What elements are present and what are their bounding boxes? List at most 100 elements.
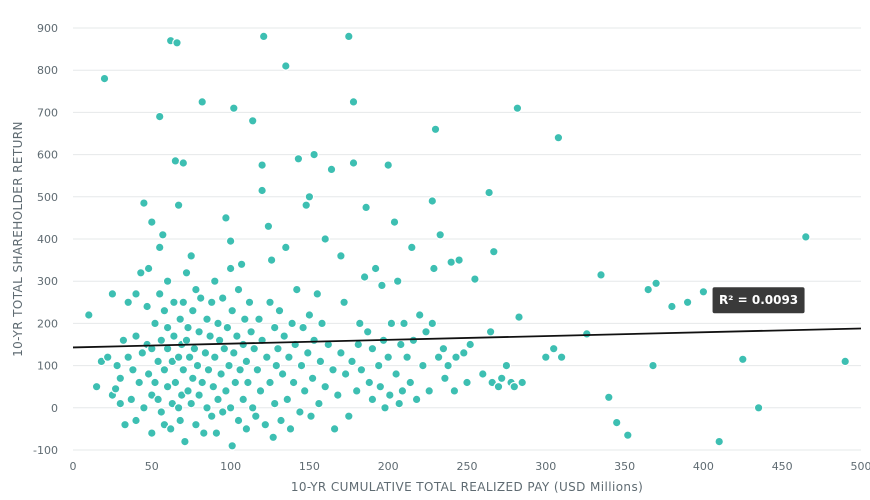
data-point [159,305,170,316]
data-point [150,377,160,388]
data-point [258,31,269,42]
data-point [197,97,207,107]
data-point [192,360,203,371]
data-point [230,377,241,388]
data-point [293,154,304,164]
r-squared-annotation: R² = 0.0093 [712,287,805,314]
data-point [458,348,469,358]
data-point [315,356,326,367]
y-tick-label: 400 [37,233,58,246]
data-point [194,326,204,337]
data-point [348,158,359,168]
data-point [254,314,264,324]
data-point [241,424,252,434]
y-tick-label: 500 [37,191,58,204]
data-point [288,377,299,388]
data-point [225,236,236,246]
y-tick-label: 200 [37,317,58,330]
data-point [205,331,215,341]
data-point [137,348,148,358]
data-point [383,352,393,362]
data-point [427,318,438,329]
data-point [343,31,354,42]
data-point [175,415,185,426]
data-point [165,424,176,434]
data-point [181,335,192,346]
data-point [175,314,185,324]
data-point [295,407,305,417]
data-point [414,310,425,320]
data-point [213,394,223,405]
data-point [309,335,319,346]
data-point [326,164,337,175]
data-point [340,369,351,379]
data-point [247,116,258,126]
data-point [217,293,228,303]
data-point [356,364,367,375]
data-point [241,356,252,367]
data-point [261,352,272,362]
data-point [243,377,253,388]
data-point [211,428,222,438]
data-point [485,326,496,337]
data-point [651,278,661,289]
data-point [183,386,193,396]
x-tick-label: 300 [535,460,556,473]
data-point [156,407,167,417]
data-point [282,394,293,405]
data-point [312,289,323,299]
annotation-text: R² = 0.0093 [719,293,798,307]
data-point [556,352,567,362]
data-point [233,415,244,426]
data-points [84,31,850,451]
data-point [169,331,179,341]
data-point [840,356,850,367]
data-point [405,377,416,388]
data-point [394,398,404,409]
data-point [509,381,520,392]
data-point [203,364,214,375]
data-point [517,377,527,388]
data-point [249,343,259,354]
data-point [446,257,456,267]
data-point [186,251,196,261]
data-point [429,263,439,274]
data-point [443,360,453,371]
data-point [273,343,283,354]
y-tick-label: 100 [37,360,58,373]
data-point [142,301,152,312]
data-point [247,402,258,413]
data-point [418,360,428,371]
x-axis-title: 10-YR CUMULATIVE TOTAL REALIZED PAY (USD… [291,480,643,494]
data-point [153,356,163,367]
data-point [252,364,263,375]
data-point [266,255,277,265]
data-point [235,364,245,375]
x-axis-ticks: 0 50 100 150 200 250 300 350 400 450 500 [70,460,870,473]
data-point [477,369,488,379]
data-point [454,255,464,265]
x-tick-label: 250 [457,460,478,473]
data-point [191,419,201,430]
data-point [361,202,371,213]
data-point [714,436,724,447]
data-point [227,440,237,451]
data-point [320,234,330,244]
y-tick-label: 300 [37,275,58,288]
y-tick-label: 0 [51,402,58,415]
data-point [427,196,438,206]
data-point [484,187,494,198]
data-point [99,73,110,84]
data-point [178,364,189,375]
data-point [329,424,340,434]
data-point [274,305,285,316]
data-point [222,322,233,333]
data-point [139,402,149,413]
data-point [191,284,201,295]
data-point [285,424,296,434]
data-point [269,398,280,409]
data-point [553,132,564,143]
data-point [143,369,154,379]
data-point [147,428,157,438]
data-point [435,230,445,240]
